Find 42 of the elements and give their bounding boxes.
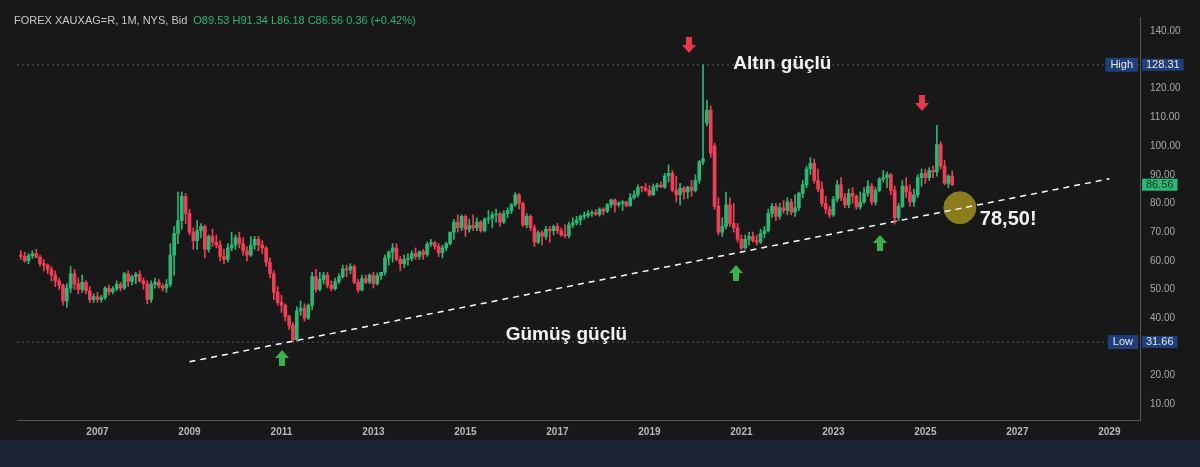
x-tick-label: 2013 bbox=[362, 425, 386, 437]
y-tick-label: 120.00 bbox=[1150, 82, 1182, 94]
annotation: Altın güçlü bbox=[733, 52, 832, 74]
candlestick bbox=[793, 194, 797, 217]
y-tick-label: 40.00 bbox=[1150, 311, 1176, 323]
x-tick-label: 2023 bbox=[822, 425, 845, 437]
x-tick-label: 2011 bbox=[270, 425, 293, 437]
candlestick bbox=[931, 165, 935, 178]
annotation: Gümüş güçlü bbox=[505, 322, 628, 344]
y-tick-label: 50.00 bbox=[1150, 283, 1176, 295]
text: 128.31 bbox=[1145, 57, 1180, 70]
x-tick-label: 2019 bbox=[638, 425, 661, 437]
candlestick bbox=[590, 210, 594, 217]
y-tick-label: 80.00 bbox=[1150, 197, 1176, 209]
y-tick-label: 100.00 bbox=[1150, 139, 1182, 151]
y-tick-label: 20.00 bbox=[1150, 369, 1176, 381]
x-tick-label: 2021 bbox=[730, 425, 753, 437]
x-tick-label: 2015 bbox=[454, 425, 477, 437]
chart-title: FOREX XAUXAG=R, 1M, NYS, Bid bbox=[14, 14, 188, 26]
chart-subtitle: O89.53 H91.34 L86.18 C86.56 0.36 (+0.42%) bbox=[193, 14, 416, 26]
candlestick bbox=[471, 214, 475, 232]
y-tick-label: 90.00 bbox=[1150, 168, 1176, 180]
y-tick-label: 10.00 bbox=[1150, 397, 1176, 409]
x-tick-label: 2025 bbox=[914, 425, 937, 437]
y-tick-label: 140.00 bbox=[1150, 25, 1182, 37]
x-tick-label: 2017 bbox=[546, 425, 569, 437]
x-tick-label: 2029 bbox=[1098, 425, 1121, 437]
x-tick-label: 2009 bbox=[178, 425, 202, 437]
x-tick-label: 2027 bbox=[1006, 425, 1029, 437]
y-tick-label: 60.00 bbox=[1150, 254, 1176, 266]
text: 86.56 bbox=[1146, 177, 1174, 190]
candlestick bbox=[406, 253, 410, 266]
ref-line-label: High bbox=[1110, 57, 1133, 70]
y-tick-label: 70.00 bbox=[1150, 225, 1176, 237]
candlestick bbox=[19, 250, 23, 260]
x-tick-label: 2007 bbox=[86, 425, 110, 437]
text: 31.66 bbox=[1146, 335, 1174, 348]
annotation: 78,50! bbox=[979, 207, 1037, 230]
y-tick-label: 110.00 bbox=[1150, 111, 1181, 123]
ref-line-label: Low bbox=[1112, 335, 1134, 348]
candlestick bbox=[563, 224, 567, 239]
candlestick bbox=[42, 259, 46, 272]
